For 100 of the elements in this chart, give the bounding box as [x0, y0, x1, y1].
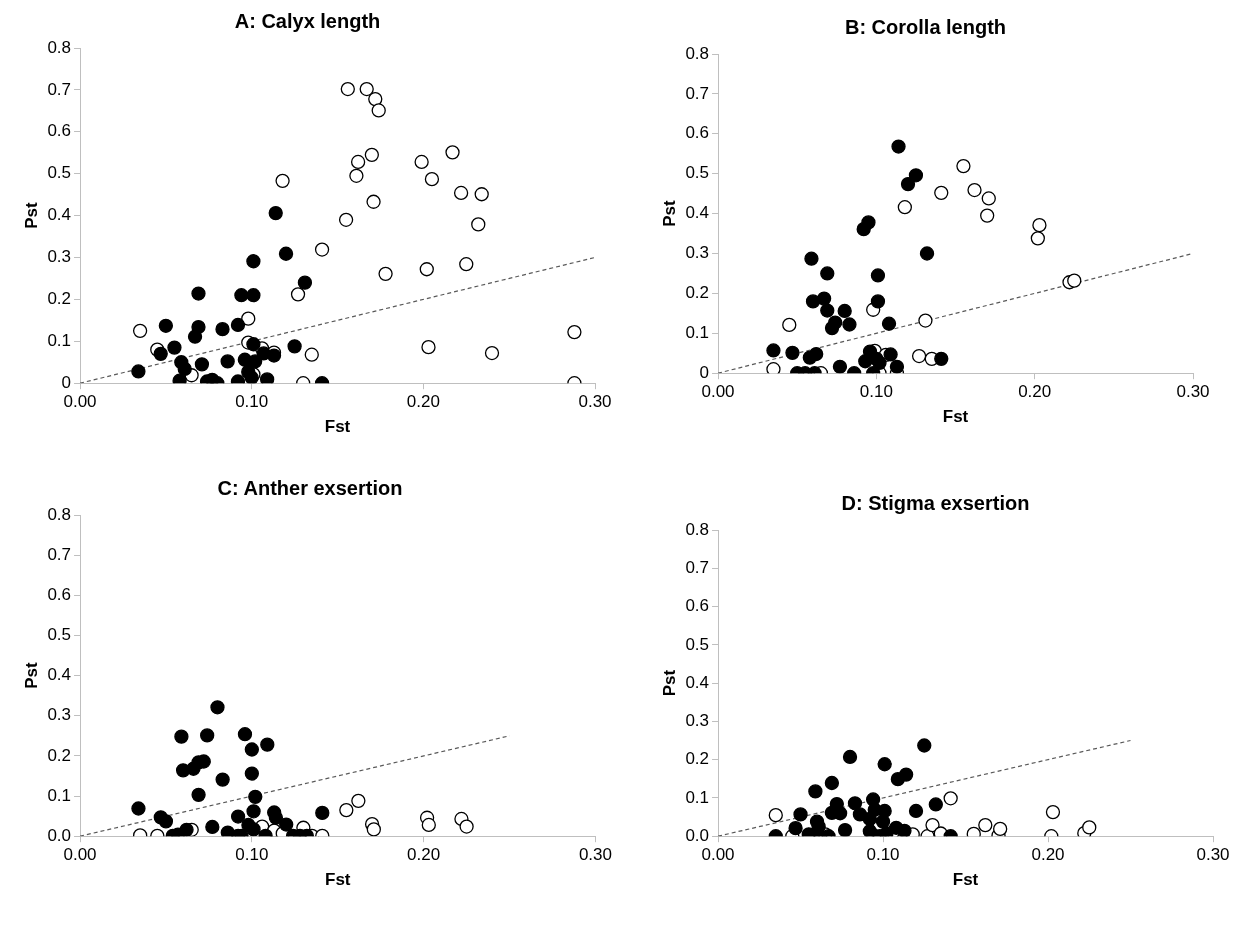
point: [259, 372, 275, 384]
point: [205, 819, 220, 835]
point: [200, 728, 215, 743]
y-tick-label: 0.7: [685, 557, 710, 577]
point: [210, 700, 225, 715]
y-tick-label: 0.8: [47, 504, 72, 524]
point: [247, 354, 263, 369]
y-tick-label: 0.6: [47, 121, 72, 141]
point: [315, 805, 330, 821]
point: [174, 729, 189, 744]
x-tick-label: 0.00: [63, 392, 97, 412]
point: [419, 262, 434, 277]
point: [870, 294, 886, 309]
point: [177, 361, 192, 377]
point: [246, 288, 261, 303]
point: [248, 789, 263, 804]
point: [230, 317, 246, 333]
point: [179, 822, 194, 837]
point: [230, 809, 246, 824]
x-tick-label: 0.30: [1176, 382, 1210, 402]
point: [278, 246, 294, 261]
point: [785, 345, 800, 360]
point: [881, 316, 897, 331]
point: [297, 275, 313, 290]
point: [934, 351, 949, 366]
y-tick-label: 0.1: [47, 330, 72, 350]
point: [891, 139, 906, 154]
point: [368, 91, 383, 107]
point: [241, 311, 256, 326]
point: [260, 737, 275, 752]
point: [237, 727, 253, 742]
point: [304, 347, 319, 362]
y-tick-label: 0.7: [685, 83, 710, 103]
point: [338, 212, 354, 227]
x-tick-label: 0.20: [407, 845, 441, 865]
point: [820, 266, 835, 281]
point: [339, 802, 354, 818]
point: [349, 168, 364, 183]
point: [1032, 218, 1047, 233]
point: [191, 787, 206, 802]
point: [158, 318, 174, 333]
point: [832, 359, 848, 374]
y-tick-label: 0.6: [685, 596, 710, 616]
point: [279, 817, 294, 832]
point: [889, 359, 905, 374]
point: [872, 355, 887, 370]
point: [314, 242, 330, 257]
point: [131, 364, 146, 379]
x-axis-title: Fst: [942, 407, 969, 427]
y-tick-label: 0.4: [47, 665, 72, 685]
point: [471, 217, 486, 232]
x-tick-label: 0.00: [63, 845, 97, 865]
y-axis-title: Pst: [21, 202, 41, 229]
y-tick-label: 0.3: [685, 711, 710, 731]
point: [980, 208, 995, 223]
y-tick-label: 0.4: [47, 205, 72, 225]
x-tick-label: 0.00: [701, 845, 735, 865]
y-tick-label: 0.1: [685, 322, 710, 342]
x-tick-label: 0.30: [1196, 845, 1230, 865]
point: [132, 323, 148, 338]
y-tick-label: 0.8: [685, 519, 710, 539]
y-tick-label: 0.3: [47, 705, 72, 725]
point: [919, 246, 935, 261]
point: [371, 103, 386, 118]
y-tick-label: 0.2: [685, 749, 710, 769]
point: [359, 81, 374, 97]
y-tick-label: 0.0: [685, 825, 710, 845]
y-tick-label: 0.5: [685, 163, 710, 183]
chart-title: A: Calyx length: [234, 9, 381, 32]
y-tick-label: 0.7: [47, 79, 72, 99]
y-tick-label: 0.4: [685, 672, 710, 692]
y-tick-label: 0.3: [47, 247, 72, 267]
x-tick-label: 0.30: [578, 392, 612, 412]
point: [804, 251, 819, 266]
point: [246, 822, 261, 837]
chart-title: C: Anther exsertion: [217, 476, 403, 499]
point: [1030, 231, 1045, 246]
y-tick-label: 0.3: [685, 243, 710, 263]
point: [837, 303, 852, 319]
point: [246, 804, 261, 819]
point: [244, 742, 259, 757]
point: [861, 215, 876, 230]
y-tick-label: 0.7: [47, 544, 72, 564]
point: [275, 173, 290, 188]
point: [268, 205, 283, 221]
point: [131, 801, 146, 816]
point: [366, 822, 381, 837]
point: [782, 317, 797, 333]
x-tick-label: 0.00: [701, 382, 735, 402]
point: [215, 772, 230, 787]
point: [421, 817, 436, 833]
y-tick-label: 0.5: [47, 163, 72, 183]
y-tick-label: 0.6: [685, 123, 710, 143]
y-tick-label: 0: [699, 362, 710, 382]
point: [842, 317, 857, 332]
x-tick-label: 0.10: [235, 845, 269, 865]
point: [167, 340, 182, 355]
y-tick-label: 0.2: [47, 289, 72, 309]
chart-title: D: Stigma exsertion: [841, 491, 1030, 514]
point: [364, 147, 379, 162]
